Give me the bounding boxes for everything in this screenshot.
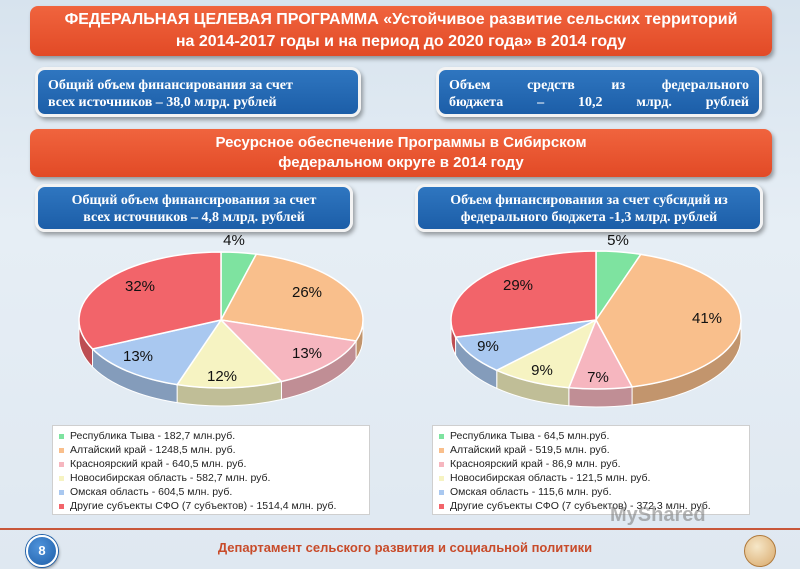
total-funding-line2: всех источников – 38,0 млрд. рублей — [48, 95, 277, 110]
pie-label-1-4: 9% — [477, 338, 499, 355]
legend-label-1-5: Другие субъекты СФО (7 субъектов) - 372,… — [450, 500, 711, 512]
legend-item-1-0: Республика Тыва - 64,5 млн.руб. — [439, 429, 743, 443]
pie-slice-0-3 — [175, 318, 283, 389]
pie-slice-0-2 — [218, 318, 358, 383]
program-title-line2: на 2014-2017 годы и на период до 2020 го… — [175, 33, 627, 50]
pie-label-1-3: 9% — [531, 362, 553, 379]
federal-funding-box: Объем средств из федерального бюджета – … — [436, 67, 762, 117]
pie-slice-1-3 — [494, 318, 598, 389]
legend-item-0-1: Алтайский край - 1248,5 млн. руб. — [59, 443, 363, 457]
legend-label-1-1: Алтайский край - 519,5 млн. руб. — [450, 444, 610, 456]
legend-label-0-2: Красноярский край - 640,5 млн. руб. — [70, 458, 247, 470]
legend-label-1-4: Омская область - 115,6 млн. руб. — [450, 486, 612, 498]
pie-label-0-3: 12% — [207, 368, 237, 385]
legend-item-0-0: Республика Тыва - 182,7 млн.руб. — [59, 429, 363, 443]
legend-item-0-4: Омская область - 604,5 млн. руб. — [59, 485, 363, 499]
pie-slice-0-5 — [78, 251, 222, 350]
legend-swatch-1-0 — [439, 433, 444, 439]
sfo-subsidy-line1: Объем финансирования за счет субсидий из — [450, 193, 728, 208]
legend-item-1-2: Красноярский край - 86,9 млн. руб. — [439, 457, 743, 471]
legend-total: Республика Тыва - 182,7 млн.руб. Алтайски… — [52, 425, 370, 515]
pie-slice-0-4 — [91, 318, 223, 386]
legend-item-0-3: Новосибирская область - 582,7 млн. руб. — [59, 471, 363, 485]
federal-funding-line1: Объем средств из федерального — [449, 78, 749, 93]
legend-swatch-1-5 — [439, 503, 444, 509]
legend-label-0-1: Алтайский край - 1248,5 млн. руб. — [70, 444, 236, 456]
legend-subsidy: Республика Тыва - 64,5 млн.руб. Алтайский… — [432, 425, 750, 515]
legend-label-0-5: Другие субъекты СФО (7 субъектов) - 1514… — [70, 500, 337, 512]
page-number-badge: 8 — [26, 535, 58, 567]
pie-side-1-2 — [568, 386, 633, 408]
section-title-line1: Ресурсное обеспечение Программы в Сибирс… — [215, 134, 587, 151]
legend-swatch-1-2 — [439, 461, 444, 467]
legend-swatch-1-3 — [439, 475, 444, 481]
legend-label-1-3: Новосибирская область - 121,5 млн. руб. — [450, 472, 651, 484]
sfo-total-funding-box: Общий объем финансирования за счет всех … — [35, 184, 353, 232]
legend-item-1-5: Другие субъекты СФО (7 субъектов) - 372,… — [439, 499, 743, 513]
legend-item-1-4: Омская область - 115,6 млн. руб. — [439, 485, 743, 499]
section-title-banner: Ресурсное обеспечение Программы в Сибирс… — [30, 129, 772, 177]
legend-label-0-0: Республика Тыва - 182,7 млн.руб. — [70, 430, 236, 442]
program-title-line1: ФЕДЕРАЛЬНАЯ ЦЕЛЕВАЯ ПРОГРАММА «Устойчиво… — [64, 11, 738, 28]
legend-label-0-3: Новосибирская область - 582,7 млн. руб. — [70, 472, 271, 484]
pie-label-0-4: 13% — [123, 348, 153, 365]
legend-swatch-0-3 — [59, 475, 64, 481]
legend-swatch-1-4 — [439, 489, 444, 495]
legend-item-0-5: Другие субъекты СФО (7 субъектов) - 1514… — [59, 499, 363, 513]
total-funding-line1: Общий объем финансирования за счет — [48, 78, 293, 93]
legend-swatch-0-5 — [59, 503, 64, 509]
pie-chart-subsidy: 5% 41% 7% 9% 9% 29% — [450, 232, 742, 408]
pie-slice-1-4 — [454, 319, 597, 372]
pie-slice-1-1 — [595, 253, 742, 388]
sfo-total-line1: Общий объем финансирования за счет — [71, 193, 317, 208]
pie-label-1-0: 5% — [607, 232, 629, 249]
legend-item-0-2: Красноярский край - 640,5 млн. руб. — [59, 457, 363, 471]
pie-chart-total: 4% 26% 13% 12% 13% 32% — [78, 232, 364, 407]
legend-label-0-4: Омская область - 604,5 млн. руб. — [70, 486, 233, 498]
sfo-subsidy-box: Объем финансирования за счет субсидий из… — [415, 184, 763, 232]
legend-item-1-1: Алтайский край - 519,5 млн. руб. — [439, 443, 743, 457]
legend-swatch-0-2 — [59, 461, 64, 467]
pie-slice-1-5 — [450, 250, 597, 338]
total-funding-box: Общий объем финансирования за счет всех … — [35, 67, 361, 117]
footer-divider — [0, 528, 800, 530]
watermark-text: MyShared — [610, 504, 706, 526]
pie-label-0-5: 32% — [125, 278, 155, 295]
pie-label-0-0: 4% — [223, 232, 245, 249]
program-title-banner: ФЕДЕРАЛЬНАЯ ЦЕЛЕВАЯ ПРОГРАММА «Устойчиво… — [30, 6, 772, 56]
footer-department-text: Департамент сельского развития и социаль… — [217, 540, 593, 555]
legend-label-1-0: Республика Тыва - 64,5 млн.руб. — [450, 430, 610, 442]
sfo-total-line2: всех источников – 4,8 млрд. рублей — [83, 210, 305, 225]
legend-swatch-1-1 — [439, 447, 444, 453]
legend-swatch-0-1 — [59, 447, 64, 453]
emblem-logo-icon — [744, 535, 776, 567]
section-title-line2: федеральном округе в 2014 году — [278, 154, 524, 171]
legend-item-1-3: Новосибирская область - 121,5 млн. руб. — [439, 471, 743, 485]
pie-label-0-1: 26% — [292, 284, 322, 301]
pie-label-1-1: 41% — [692, 310, 722, 327]
legend-swatch-0-4 — [59, 489, 64, 495]
sfo-subsidy-line2: федерального бюджета -1,3 млрд. рублей — [460, 210, 718, 225]
pie-label-1-2: 7% — [587, 369, 609, 386]
pie-label-0-2: 13% — [292, 345, 322, 362]
legend-swatch-0-0 — [59, 433, 64, 439]
pie-label-1-5: 29% — [503, 277, 533, 294]
federal-funding-line2: бюджета – 10,2 млрд. рублей — [449, 95, 749, 110]
pie-slice-0-1 — [219, 253, 364, 342]
legend-label-1-2: Красноярский край - 86,9 млн. руб. — [450, 458, 621, 470]
